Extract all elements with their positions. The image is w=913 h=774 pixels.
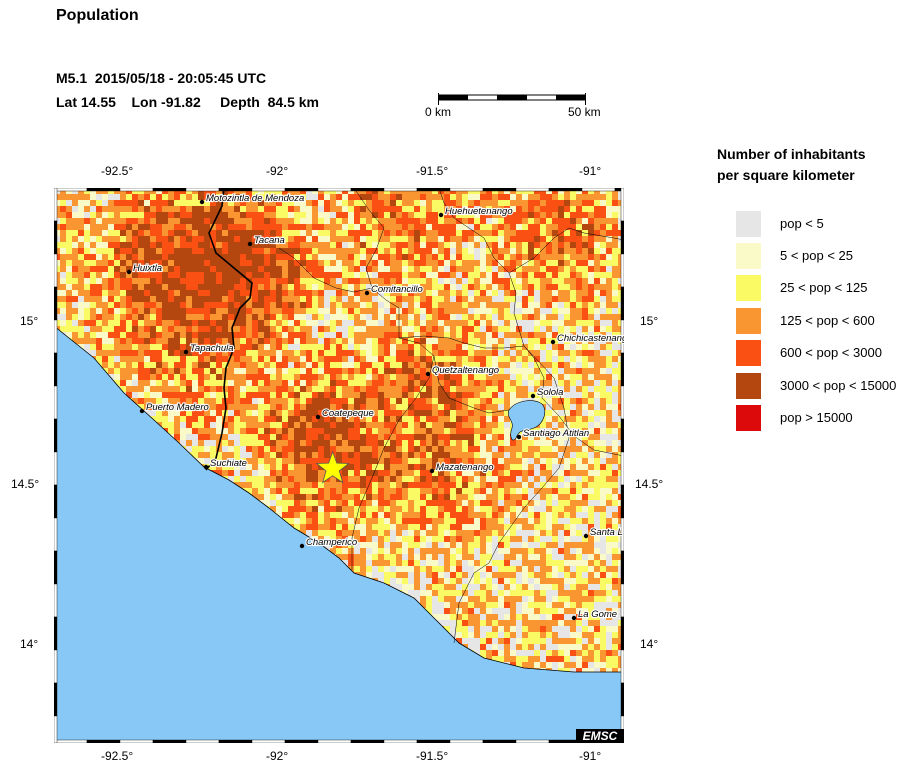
city-label: Santa L [590,527,623,538]
city-label: Suchiate [210,458,247,469]
city-label: Chichicastenango [557,333,624,344]
epicenter-star [315,450,350,484]
population-map: Motozintla de Mendoza Huehuetenango Tacana… [54,188,624,743]
lon-tick-bottom-1: -92.5° [101,749,134,763]
lon-tick-top-4: -91° [579,164,602,178]
legend-title-line1: Number of inhabitants [717,146,866,162]
city-label: Solola [537,387,563,398]
frame-ticks [54,188,624,743]
city-label: Comitancillo [371,284,423,295]
city-label: Huehuetenango [445,206,513,217]
legend-swatch [736,405,761,431]
lat-tick-right-3: 14° [640,637,659,651]
city-dot [516,434,522,440]
legend-label: pop > 15000 [780,410,853,425]
emsc-logo-bg [576,729,624,743]
city-label: Champerico [306,537,357,548]
emsc-watermark: EMSC [583,729,618,743]
lon-tick-bottom-3: -91.5° [416,749,449,763]
legend-title: Number of inhabitants per square kilomet… [717,144,866,186]
city-label: Tacana [254,235,285,246]
country-border [205,188,253,471]
lon-tick-top-1: -92.5° [101,164,134,178]
city-dot [425,371,431,377]
city-label: Mazatenango [436,462,494,473]
city-label: Quetzaltenango [432,365,499,376]
legend-label: 25 < pop < 125 [780,280,868,295]
city-dot [530,393,536,399]
legend-title-line2: per square kilometer [717,167,855,183]
city-dot [550,339,556,345]
coastline [54,325,624,673]
lat-tick-left-3: 14° [20,637,39,651]
legend-swatch [736,275,761,301]
location-line: Lat 14.55 Lon -91.82 Depth 84.5 km [56,94,319,110]
department-borders [278,188,624,644]
city-dot [364,290,370,296]
legend-swatch [736,308,761,334]
scale-right-label: 50 km [568,105,601,119]
legend-label: 600 < pop < 3000 [780,345,882,360]
lat-tick-left-1: 15° [20,314,39,328]
city-dot [183,349,189,355]
city-dot [199,199,205,205]
city-label: Tapachula [190,343,234,354]
lat-tick-right-2: 14.5° [635,477,664,491]
event-line: M5.1 2015/05/18 - 20:05:45 UTC [56,70,267,86]
city-dot [139,408,145,414]
legend-swatch [736,340,761,366]
lon-tick-top-3: -91.5° [416,164,449,178]
city-label: Santiago Atitlan [523,428,589,439]
city-dot [126,269,132,275]
city-label: Puerto Madero [146,402,209,413]
lat-tick-left-2: 14.5° [11,477,40,491]
city-label: Motozintla de Mendoza [206,193,304,204]
city-dot [429,468,435,474]
lat-tick-right-1: 15° [640,314,659,328]
city-dot [438,212,444,218]
city-dot [571,615,577,621]
lon-tick-bottom-4: -91° [579,749,602,763]
city-label: Huixtla [133,263,162,274]
lake-atitlan [508,400,546,441]
city-dot [315,414,321,420]
legend-label: 5 < pop < 25 [780,248,854,263]
lon-tick-top-2: -92° [266,164,289,178]
legend-label: pop < 5 [780,216,824,231]
lon-tick-bottom-2: -92° [266,749,289,763]
city-dot [583,533,589,539]
legend-swatch [736,243,761,269]
city-markers: Motozintla de Mendoza Huehuetenango Tacana… [126,192,624,621]
legend-label: 3000 < pop < 15000 [780,378,897,393]
city-label: Coatepeque [322,408,374,419]
city-label: La Gome [578,609,617,620]
legend-swatch [736,211,761,237]
scale-bar [437,92,587,105]
city-dot [247,241,253,247]
map-title: Population [56,7,139,24]
scale-left-label: 0 km [425,105,452,119]
legend-label: 125 < pop < 600 [780,313,875,328]
city-dot [203,464,209,470]
city-dot [299,543,305,549]
legend-swatch [736,373,761,399]
